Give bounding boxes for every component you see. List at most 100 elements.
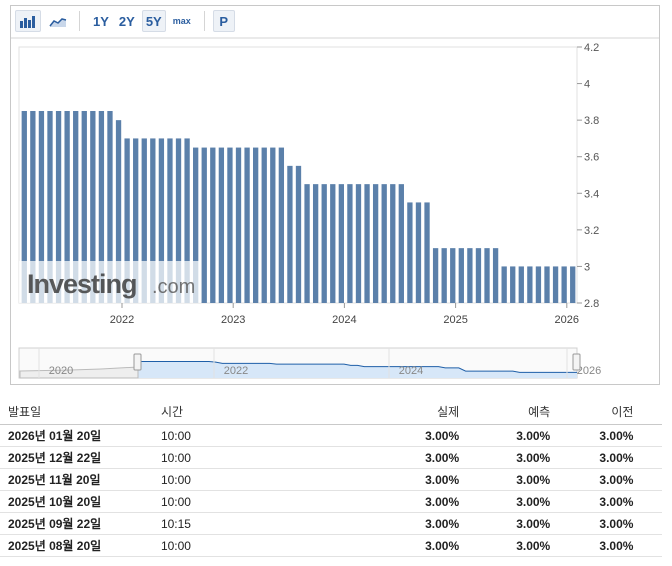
bar[interactable] [501,266,507,303]
row-time: 10:00 [160,534,300,557]
row-actual: 3.00% [299,534,460,557]
row-previous: 3.00% [550,424,634,447]
bar[interactable] [424,202,430,303]
bar[interactable] [210,147,216,303]
row-previous: 3.00% [550,512,634,535]
bar[interactable] [552,266,559,303]
bar[interactable] [518,266,524,303]
bar[interactable] [321,184,327,303]
row-actual: 3.00% [299,446,460,469]
bar[interactable] [47,111,53,303]
bar[interactable] [355,184,362,303]
navigator-left-handle[interactable] [133,353,142,371]
bar[interactable] [167,138,173,303]
table-row: 2025년 12월 22일 10:00 3.00% 3.00% 3.00% [0,446,662,469]
bar[interactable] [304,184,310,303]
bar[interactable] [364,184,370,303]
bar[interactable] [38,111,45,303]
bar[interactable] [193,147,199,303]
navigator-tick-label: 2024 [399,365,423,377]
bar[interactable] [30,111,36,303]
bar[interactable] [253,147,259,303]
header-time[interactable]: 시간 [160,398,300,425]
navigator-right-handle[interactable] [572,353,581,371]
bar[interactable] [98,111,105,303]
bar[interactable] [484,248,490,303]
header-previous[interactable]: 이전 [550,398,634,425]
row-date: 2025년 11월 20일 [0,468,161,491]
header-actual[interactable]: 실제 [299,398,460,425]
bar[interactable] [55,111,62,303]
bar[interactable] [510,266,516,303]
bar[interactable] [261,147,267,303]
y-tick-label: 3.6 [584,152,599,164]
bar[interactable] [107,111,113,303]
bar[interactable] [64,111,70,303]
bar[interactable] [90,111,96,303]
range-max-button[interactable]: max [172,16,191,26]
bar[interactable] [73,111,79,303]
bar-chart-button[interactable] [15,10,41,32]
bar[interactable] [201,147,207,303]
bar[interactable] [372,184,379,303]
navigator-ticks: 2020 2022 2024 2026 [38,348,601,378]
bar[interactable] [115,120,122,303]
y-tick-label: 3.2 [584,225,599,237]
bar[interactable] [141,138,147,303]
row-spacer [633,468,662,491]
bar[interactable] [330,184,336,303]
bar[interactable] [124,138,130,303]
header-date[interactable]: 발표일 [0,398,161,425]
bar[interactable] [347,184,353,303]
row-previous: 3.00% [550,446,634,469]
bar[interactable] [398,184,404,303]
bar[interactable] [295,165,302,303]
bar[interactable] [407,202,413,303]
bar[interactable] [475,248,482,303]
bar[interactable] [244,147,250,303]
bar[interactable] [432,248,439,303]
bar[interactable] [278,147,285,303]
row-forecast: 3.00% [459,468,551,491]
bar[interactable] [150,138,156,303]
row-forecast: 3.00% [459,446,551,469]
navigator[interactable]: 2020 2022 2024 2026 [18,347,601,379]
bar[interactable] [270,147,276,303]
bar[interactable] [81,111,87,303]
bar[interactable] [458,248,464,303]
bar[interactable] [218,147,225,303]
bar[interactable] [381,184,387,303]
bar[interactable] [467,248,473,303]
bar[interactable] [561,266,567,303]
bar[interactable] [235,147,242,303]
bar[interactable] [133,138,139,303]
range-2y-button[interactable]: 2Y [118,13,135,29]
row-date: 2026년 01월 20일 [0,424,161,447]
bar[interactable] [535,266,542,303]
row-time: 10:00 [160,468,300,491]
bar[interactable] [492,248,499,303]
area-chart-button[interactable] [45,10,71,32]
bar[interactable] [338,184,344,303]
bar[interactable] [544,266,550,303]
bar[interactable] [390,184,396,303]
bar[interactable] [175,138,182,303]
bar[interactable] [21,111,27,303]
bar[interactable] [158,138,165,303]
bar[interactable] [184,138,190,303]
bar[interactable] [570,266,576,303]
bar[interactable] [227,147,233,303]
bar[interactable] [450,248,456,303]
bar[interactable] [527,266,533,303]
toolbar-separator [203,11,205,31]
bar[interactable] [312,184,319,303]
row-actual: 3.00% [299,424,460,447]
bar[interactable] [415,202,422,303]
table-body: 2026년 01월 20일 10:00 3.00% 3.00% 3.00% 2025년 1… [0,424,662,557]
range-5y-button[interactable]: 5Y [141,10,166,32]
range-1y-button[interactable]: 1Y [93,13,109,29]
bar[interactable] [441,248,447,303]
p-button[interactable]: P [212,10,235,32]
header-forecast[interactable]: 예측 [459,398,551,425]
bar[interactable] [287,165,293,303]
